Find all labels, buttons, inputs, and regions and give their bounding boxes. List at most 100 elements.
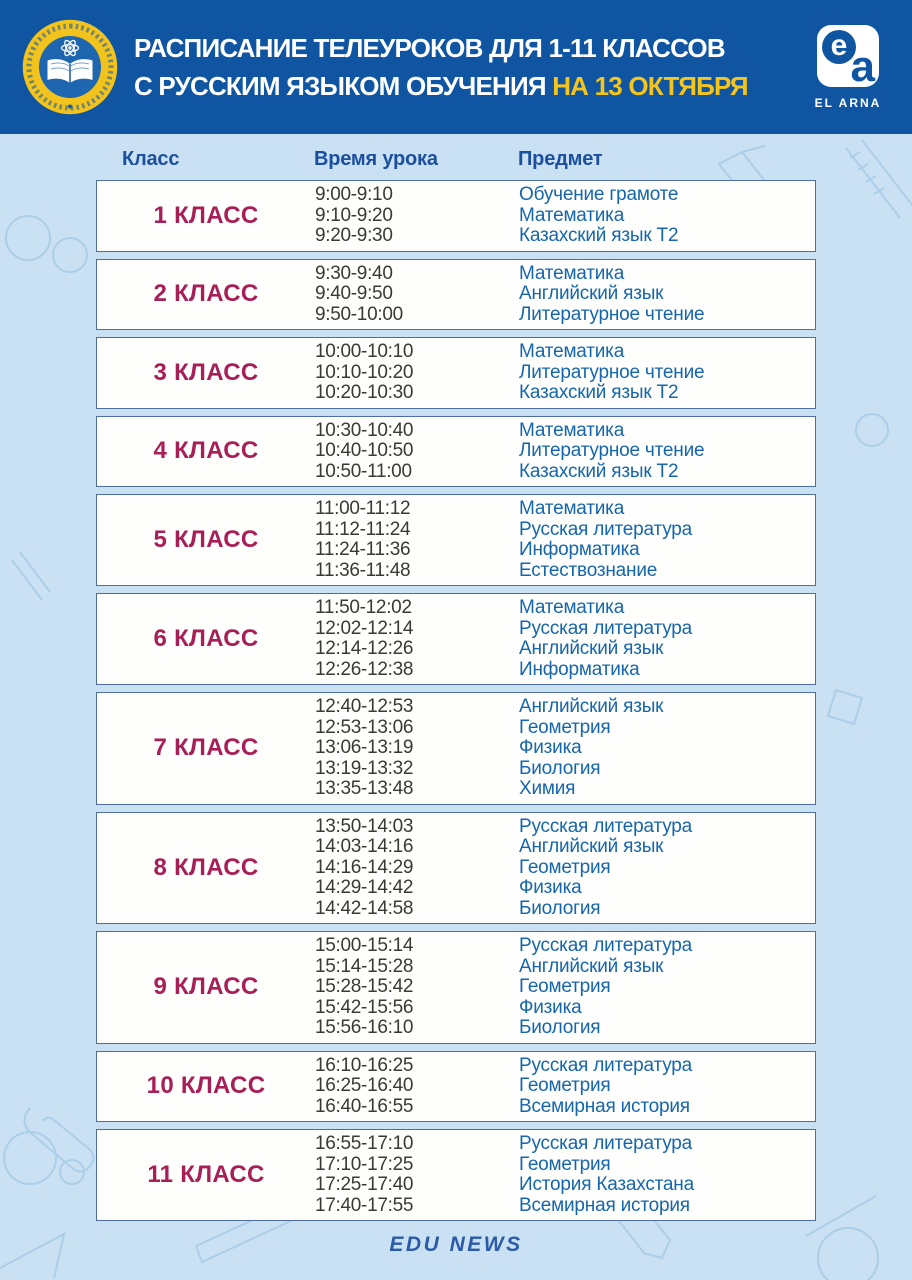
lesson-subject: Английский язык [519, 283, 664, 304]
lesson-time: 10:40-10:50 [315, 440, 414, 461]
subjects-cell: Математика Литературное чтение Казахский я… [519, 419, 815, 483]
lesson-subject: Геометрия [519, 1153, 611, 1175]
lesson-subject: Английский язык [519, 836, 664, 857]
schedule-row-card: 9 КЛАСС 15:00-15:14 15:14-15:28 15:28-15:42… [96, 931, 816, 1044]
lesson-subject: Геометрия [519, 856, 611, 878]
el-arna-wordmark: EL ARNA [814, 95, 882, 110]
times-cell: 11:00-11:12 11:12-11:24 11:24-11:36 11:36-1… [315, 498, 519, 581]
subjects-cell: Русская литература Геометрия История Казах… [519, 1133, 815, 1216]
lesson-subject: Русская литература [519, 1054, 693, 1076]
subjects-cell: Математика Английский язык Литературное чт… [519, 263, 815, 326]
lesson-time: 14:16-14:29 [315, 856, 414, 878]
header-bar: РАСПИСАНИЕ ТЕЛЕУРОКОВ ДЛЯ 1-11 КЛАССОВ С… [0, 0, 912, 134]
lesson-subject: Естествознание [519, 559, 658, 581]
schedule-row-card: 3 КЛАСС 10:00-10:10 10:10-10:20 10:20-10:30… [96, 337, 816, 409]
lesson-subject: Литературное чтение [519, 303, 705, 325]
lesson-time: 10:00-10:10 [315, 341, 414, 362]
lesson-subject: Биология [519, 1017, 601, 1038]
schedule-table: Класс Время урока Предмет 1 КЛАСС 9:00-9:… [0, 144, 912, 1257]
subjects-cell: Русская литература Английский язык Геометр… [519, 816, 815, 920]
class-cell: 11 КЛАСС [97, 1161, 315, 1189]
class-cell: 10 КЛАСС [97, 1072, 315, 1100]
lesson-time: 17:40-17:55 [315, 1194, 414, 1216]
schedule-rows: 1 КЛАСС 9:00-9:10 9:10-9:20 9:20-9:30 Обучен… [96, 180, 816, 1221]
monogram-letter-e: e [830, 28, 848, 62]
lesson-subject: Математика [519, 419, 625, 441]
lesson-time: 15:00-15:14 [315, 935, 414, 956]
lesson-time: 13:35-13:48 [315, 778, 414, 799]
class-cell: 7 КЛАСС [97, 734, 315, 762]
lesson-subject: Обучение грамоте [519, 184, 679, 205]
lesson-time: 12:14-12:26 [315, 638, 414, 659]
lesson-time: 10:20-10:30 [315, 382, 414, 403]
footer-credit: EDU NEWS [389, 1233, 523, 1256]
schedule-row-card: 5 КЛАСС 11:00-11:12 11:12-11:24 11:24-11:36… [96, 494, 816, 586]
lesson-time: 13:06-13:19 [315, 737, 414, 758]
class-cell: 5 КЛАСС [97, 526, 315, 554]
class-cell: 9 КЛАСС [97, 973, 315, 1001]
times-cell: 13:50-14:03 14:03-14:16 14:16-14:29 14:29-1… [315, 815, 519, 920]
lesson-subject: Литературное чтение [519, 440, 705, 461]
class-label: 2 КЛАСС [153, 280, 259, 308]
lesson-subject: Информатика [519, 539, 640, 560]
lesson-time: 11:50-12:02 [315, 597, 412, 618]
class-cell: 3 КЛАСС [97, 359, 315, 387]
class-cell: 8 КЛАСС [97, 854, 315, 882]
lesson-time: 10:10-10:20 [315, 361, 414, 383]
palette-doodle-icon [3, 215, 88, 1185]
lesson-subject: Математика [519, 498, 625, 519]
lesson-time: 15:42-15:56 [315, 996, 414, 1018]
lesson-subject: Математика [519, 204, 625, 226]
lesson-subject: Физика [519, 737, 582, 758]
lesson-subject: Химия [519, 778, 576, 799]
times-cell: 12:40-12:53 12:53-13:06 13:06-13:19 13:19-1… [315, 696, 519, 800]
schedule-row-card: 10 КЛАСС 16:10-16:25 16:25-16:40 16:40-16:5… [96, 1050, 816, 1122]
lesson-time: 9:00-9:10 [315, 184, 393, 205]
lesson-time: 13:50-14:03 [315, 815, 414, 837]
lesson-subject: Английский язык [519, 696, 664, 717]
times-cell: 15:00-15:14 15:14-15:28 15:28-15:42 15:42-1… [315, 935, 519, 1039]
lesson-subject: История Казахстана [519, 1174, 694, 1195]
lesson-time: 9:30-9:40 [315, 262, 393, 284]
class-label: 1 КЛАСС [153, 201, 259, 229]
column-header-time: Время урока [314, 147, 438, 170]
lesson-time: 17:25-17:40 [315, 1174, 414, 1195]
subjects-cell: Математика Русская литература Английский я… [519, 597, 815, 680]
class-cell: 6 КЛАСС [97, 625, 315, 653]
lesson-subject: Всемирная история [519, 1095, 690, 1117]
schedule-row-card: 8 КЛАСС 13:50-14:03 14:03-14:16 14:16-14:29… [96, 811, 816, 924]
lesson-subject: Математика [519, 597, 625, 618]
lesson-time: 16:55-17:10 [315, 1133, 414, 1154]
lesson-time: 9:40-9:50 [315, 283, 393, 304]
lesson-time: 15:14-15:28 [315, 955, 414, 977]
column-header-class: Класс [122, 147, 180, 170]
lesson-time: 12:26-12:38 [315, 658, 414, 680]
lesson-time: 15:28-15:42 [315, 976, 414, 997]
lesson-subject: Всемирная история [519, 1194, 690, 1216]
class-cell: 1 КЛАСС [97, 202, 315, 230]
lesson-subject: Геометрия [519, 716, 611, 738]
lesson-time: 17:10-17:25 [315, 1153, 414, 1175]
lesson-time: 16:10-16:25 [315, 1054, 414, 1076]
lesson-subject: Русская литература [519, 935, 693, 956]
lesson-subject: Физика [519, 877, 582, 898]
ministry-emblem-icon [21, 18, 119, 116]
lesson-subject: Математика [519, 341, 625, 362]
lesson-subject: Казахский язык Т2 [519, 382, 679, 403]
class-label: 4 КЛАСС [153, 437, 259, 465]
lesson-time: 16:25-16:40 [315, 1075, 414, 1096]
lesson-subject: Информатика [519, 658, 640, 680]
poster-title: РАСПИСАНИЕ ТЕЛЕУРОКОВ ДЛЯ 1-11 КЛАССОВ С… [134, 29, 788, 105]
class-label: 5 КЛАСС [153, 526, 259, 553]
class-label: 6 КЛАСС [153, 625, 259, 652]
lesson-time: 10:50-11:00 [315, 460, 412, 482]
lesson-subject: Казахский язык Т2 [519, 460, 679, 482]
subjects-cell: Русская литература Английский язык Геометр… [519, 935, 815, 1039]
class-label: 10 КЛАСС [146, 1072, 266, 1100]
shapes-doodle-icon [0, 413, 889, 1280]
schedule-row-card: 2 КЛАСС 9:30-9:40 9:40-9:50 9:50-10:00 Матем… [96, 258, 816, 330]
lesson-time: 12:53-13:06 [315, 716, 414, 738]
lesson-time: 9:50-10:00 [315, 303, 403, 325]
class-label: 3 КЛАСС [153, 358, 259, 386]
